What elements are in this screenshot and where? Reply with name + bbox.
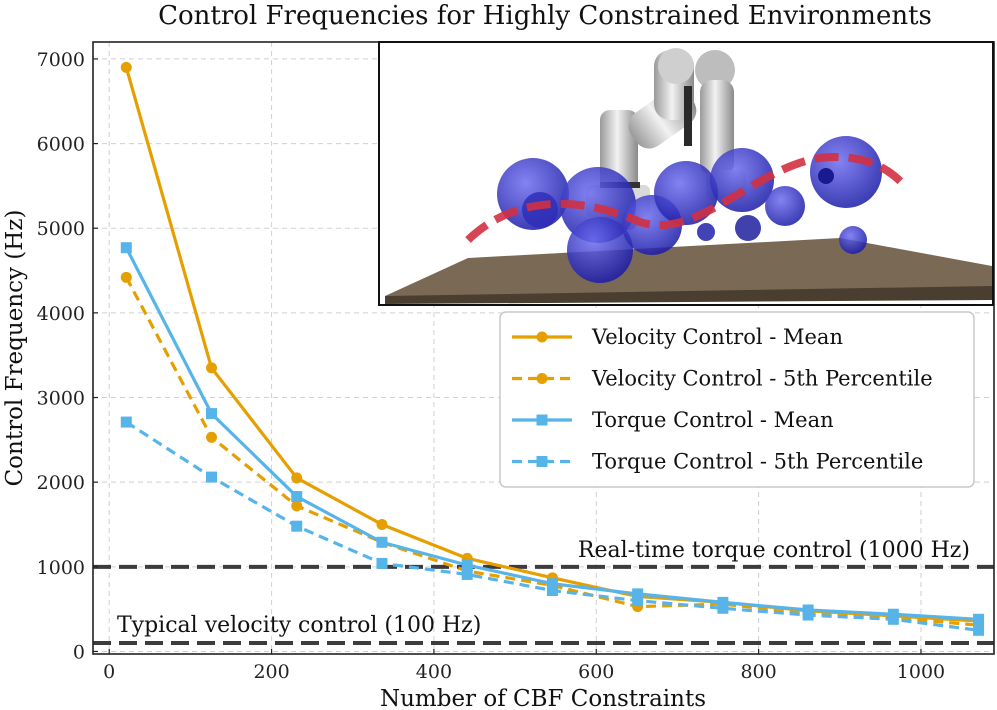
data-point	[802, 609, 814, 621]
data-point	[120, 61, 132, 73]
reference-lines	[93, 564, 994, 645]
data-point	[632, 588, 644, 600]
ref-label-velocity: Typical velocity control (100 Hz)	[117, 613, 481, 638]
legend-label-0: Velocity Control - Mean	[591, 325, 843, 349]
data-point	[206, 362, 218, 374]
inset-robot-scene	[378, 41, 994, 306]
y-tick-label: 4000	[37, 303, 85, 325]
y-tick-label: 5000	[37, 218, 85, 240]
data-point	[973, 624, 985, 636]
y-tick-label: 2000	[37, 472, 85, 494]
data-point	[376, 557, 388, 569]
legend-marker	[536, 373, 548, 384]
x-tick-label: 800	[740, 661, 776, 683]
legend: Velocity Control - Mean Velocity Control …	[499, 311, 975, 488]
data-point	[376, 536, 388, 548]
data-point	[717, 596, 729, 608]
x-tick-label: 200	[253, 661, 289, 683]
legend-marker	[536, 414, 548, 426]
data-point	[461, 568, 473, 580]
data-point	[546, 585, 558, 597]
data-point	[632, 595, 644, 607]
x-tick-label: 600	[578, 661, 614, 683]
legend-label-1: Velocity Control - 5th Percentile	[591, 367, 933, 391]
legend-label-2: Torque Control - Mean	[592, 408, 834, 432]
x-tick-label: 400	[416, 661, 452, 683]
data-point	[291, 500, 303, 512]
legend-label-3: Torque Control - 5th Percentile	[592, 450, 923, 474]
y-tick-label: 7000	[37, 49, 85, 71]
data-point	[206, 408, 218, 420]
ticks: 0 200 400 600 800 1000 0 1000 2000 3000 4000 5000 60…	[37, 49, 945, 683]
y-tick-label: 1000	[37, 557, 85, 579]
legend-marker	[536, 331, 548, 343]
data-point	[120, 416, 132, 428]
legend-marker	[536, 456, 548, 467]
table-surface	[385, 238, 992, 300]
data-point	[291, 491, 303, 503]
data-point	[887, 613, 899, 625]
y-tick-label: 0	[73, 641, 85, 663]
data-point	[291, 520, 303, 532]
data-point	[973, 613, 985, 625]
data-point	[717, 602, 729, 614]
y-tick-label: 3000	[37, 388, 85, 410]
x-tick-label: 1000	[897, 661, 945, 683]
data-point	[291, 472, 303, 484]
y-axis-label: Control Frequency (Hz)	[2, 210, 28, 487]
ref-label-torque: Real-time torque control (1000 Hz)	[578, 538, 970, 563]
data-point	[120, 242, 132, 254]
data-point	[461, 559, 473, 571]
trajectory-path	[465, 152, 908, 243]
data-point	[206, 431, 218, 443]
y-tick-label: 6000	[37, 134, 85, 156]
series-group	[120, 61, 985, 636]
chart-title: Control Frequencies for Highly Constrain…	[158, 1, 932, 31]
x-tick-label: 0	[103, 661, 115, 683]
x-axis-label: Number of CBF Constraints	[380, 686, 706, 710]
data-point	[546, 578, 558, 590]
data-point	[206, 471, 218, 483]
data-point	[120, 271, 132, 283]
data-point	[376, 518, 388, 530]
